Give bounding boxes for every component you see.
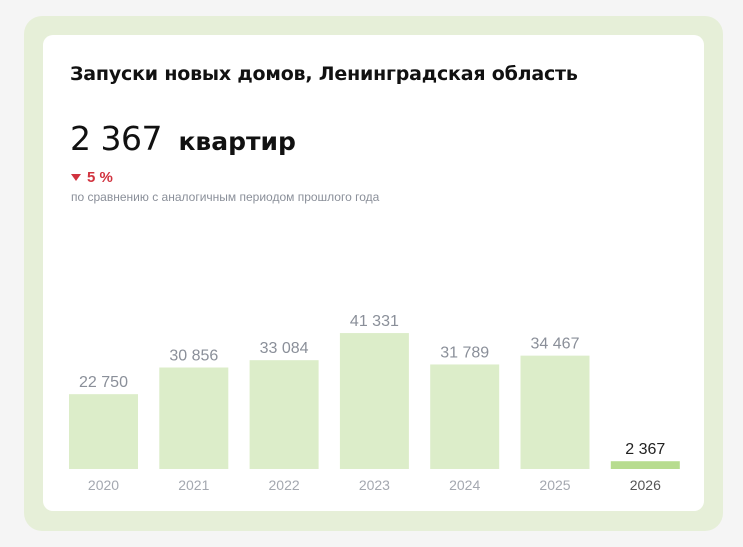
kpi: 2 367 квартир	[70, 119, 296, 158]
bar-2023	[339, 333, 409, 469]
tick-label-2024: 2024	[449, 477, 480, 493]
kpi-unit: квартир	[178, 127, 296, 156]
value-label-2025: 34 467	[531, 336, 580, 353]
tick-label-2022: 2022	[269, 477, 300, 493]
value-label-2022: 33 084	[260, 340, 309, 357]
delta-indicator: 5 %	[71, 169, 113, 186]
bar-2025	[520, 355, 590, 469]
tick-label-2021: 2021	[178, 477, 209, 493]
launch-stats-card: Запуски новых домов, Ленинградская облас…	[43, 35, 704, 511]
bar-chart: 22 750 2020 30 856 2021 33 084 2022 41 331 2023…	[69, 313, 680, 493]
value-label-2024: 31 789	[440, 344, 489, 361]
value-label-2020: 22 750	[79, 374, 128, 391]
value-label-2023: 41 331	[350, 313, 399, 330]
value-label-2021: 30 856	[169, 348, 218, 365]
tick-label-2020: 2020	[88, 477, 119, 493]
bar-2024	[430, 364, 500, 469]
value-label-2026: 2 367	[625, 441, 665, 458]
kpi-value: 2 367	[70, 119, 162, 158]
bar-2022	[249, 360, 319, 469]
bar-2026	[610, 461, 680, 469]
delta-value: 5 %	[87, 169, 113, 186]
triangle-down-icon	[71, 174, 81, 181]
bar-2020	[69, 394, 138, 469]
card-title: Запуски новых домов, Ленинградская облас…	[70, 63, 578, 85]
tick-label-2023: 2023	[359, 477, 390, 493]
tick-label-2025: 2025	[539, 477, 570, 493]
card-background: Запуски новых домов, Ленинградская облас…	[24, 16, 723, 531]
bar-2021	[159, 367, 229, 469]
tick-label-2026: 2026	[630, 477, 661, 493]
delta-caption: по сравнению с аналогичным периодом прош…	[71, 190, 380, 204]
